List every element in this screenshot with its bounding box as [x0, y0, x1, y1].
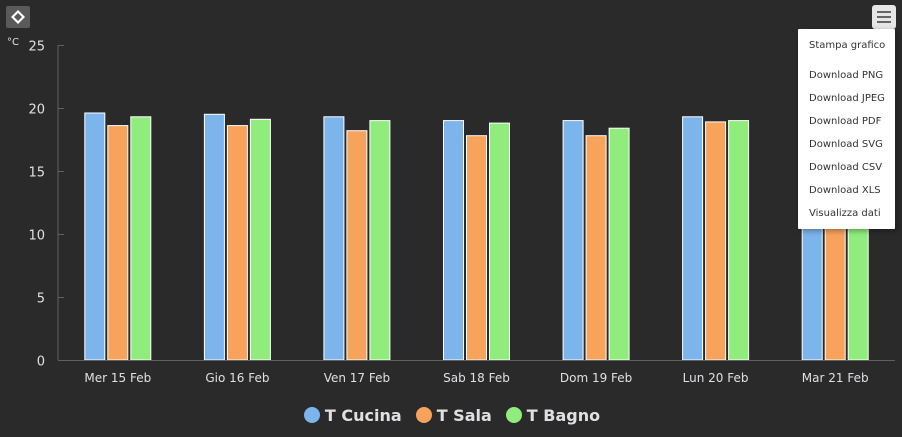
bar-t-sala-ven-17-feb[interactable]: [346, 130, 368, 361]
legend-label-t-sala: T Sala: [436, 405, 492, 425]
x-tick-label: Mer 15 Feb: [84, 371, 151, 385]
bar-t-sala-mer-15-feb[interactable]: [107, 125, 129, 361]
bars: [84, 112, 869, 361]
y-tick-label: 5: [37, 292, 45, 307]
menu-item-download-png[interactable]: Download PNG: [809, 70, 884, 81]
legend-item-t-bagno[interactable]: T Bagno: [505, 405, 601, 425]
bar-t-bagno-mer-15-feb[interactable]: [130, 116, 152, 361]
menu-item-view-data[interactable]: Visualizza dati: [809, 208, 881, 219]
y-tick-label: 0: [37, 355, 45, 370]
bar-t-bagno-dom-19-feb[interactable]: [608, 127, 630, 361]
bar-t-cucina-mer-15-feb[interactable]: [84, 112, 106, 361]
chart-logo-button[interactable]: [6, 6, 30, 28]
menu-item-download-csv[interactable]: Download CSV: [809, 162, 883, 173]
y-tick-label: 10: [28, 229, 45, 244]
axes: [57, 45, 895, 361]
legend-marker-t-sala: [415, 407, 432, 423]
legend-item-t-cucina[interactable]: T Cucina: [303, 405, 402, 425]
legend-marker-t-cucina: [303, 407, 320, 423]
bar-t-bagno-gio-16-feb[interactable]: [249, 118, 271, 361]
diamond-logo-icon: [10, 9, 26, 25]
x-tick-label: Dom 19 Feb: [560, 371, 632, 385]
chart-legend: T Cucina T Sala T Bagno: [0, 402, 902, 428]
x-tick-label: Ven 17 Feb: [324, 371, 390, 385]
bar-t-bagno-lun-20-feb[interactable]: [728, 120, 750, 361]
x-tick-label: Lun 20 Feb: [683, 371, 749, 385]
bar-t-sala-gio-16-feb[interactable]: [226, 125, 248, 361]
legend-item-t-sala[interactable]: T Sala: [415, 405, 492, 425]
bar-t-sala-lun-20-feb[interactable]: [705, 121, 727, 361]
legend-marker-t-bagno: [505, 407, 522, 423]
menu-item-download-pdf[interactable]: Download PDF: [809, 116, 882, 127]
x-tick-label: Sab 18 Feb: [443, 371, 510, 385]
menu-item-download-jpeg[interactable]: Download JPEG: [809, 93, 885, 104]
bar-t-bagno-sab-18-feb[interactable]: [489, 122, 510, 361]
x-tick-label: Mar 21 Feb: [802, 371, 869, 385]
y-axis-unit-label: °C: [7, 37, 19, 48]
bar-t-sala-dom-19-feb[interactable]: [585, 135, 607, 361]
bar-t-cucina-sab-18-feb[interactable]: [443, 120, 464, 361]
tick-labels: 0 5 10 15 20 25 Mer 15 Feb Gio 16 Feb Ven 17 Feb…: [28, 40, 868, 386]
y-tick-label: 15: [28, 166, 45, 181]
legend-label-t-cucina: T Cucina: [324, 405, 402, 425]
menu-item-print-chart[interactable]: Stampa grafico: [809, 40, 886, 51]
bar-t-cucina-dom-19-feb[interactable]: [562, 120, 584, 361]
menu-item-download-xls[interactable]: Download XLS: [809, 185, 881, 196]
bar-t-cucina-lun-20-feb[interactable]: [682, 116, 704, 361]
bar-t-cucina-gio-16-feb[interactable]: [203, 113, 225, 361]
bar-t-bagno-ven-17-feb[interactable]: [369, 120, 391, 361]
y-tick-label: 20: [28, 103, 45, 118]
x-tick-label: Gio 16 Feb: [205, 371, 269, 385]
legend-label-t-bagno: T Bagno: [526, 405, 601, 425]
hamburger-menu-icon: [877, 11, 891, 23]
export-menu: Stampa grafico Download PNG Download JPE…: [798, 29, 895, 229]
chart-menu-button[interactable]: [872, 5, 896, 29]
bar-t-cucina-ven-17-feb[interactable]: [323, 116, 345, 361]
gridlines: [58, 45, 64, 298]
y-tick-label: 25: [28, 40, 45, 55]
bar-t-sala-sab-18-feb[interactable]: [466, 135, 487, 361]
menu-item-download-svg[interactable]: Download SVG: [809, 139, 883, 150]
